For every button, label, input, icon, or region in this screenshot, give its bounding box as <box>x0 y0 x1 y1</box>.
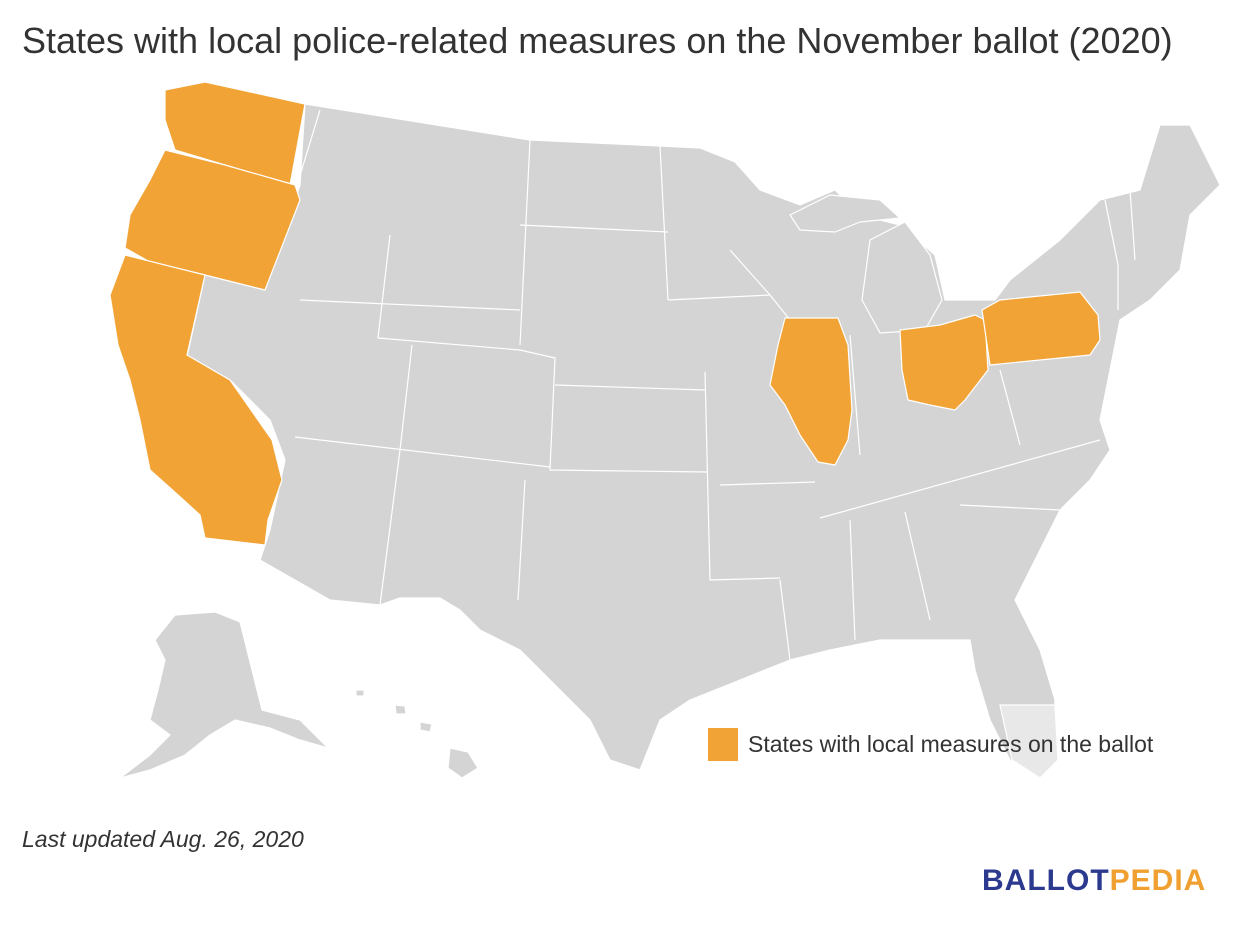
state-other <box>186 103 1221 776</box>
state-other <box>119 611 329 779</box>
state-borders <box>264 109 1136 661</box>
state-highlighted <box>109 254 283 546</box>
logo-part-ballot: BALLOT <box>982 864 1110 897</box>
legend-swatch <box>708 728 738 761</box>
map-legend: States with local measures on the ballot <box>708 728 1153 761</box>
legend-label: States with local measures on the ballot <box>748 731 1154 757</box>
us-map <box>109 81 1221 779</box>
last-updated-note: Last updated Aug. 26, 2020 <box>22 826 304 852</box>
state-highlighted <box>981 291 1101 366</box>
map-title: States with local police-related measure… <box>22 20 1173 61</box>
state-other <box>789 194 901 233</box>
state-other <box>447 747 479 779</box>
state-highlighted <box>899 314 989 411</box>
state-highlighted <box>769 317 853 466</box>
state-other <box>861 221 943 334</box>
ballotpedia-logo: BALLOTPEDIA <box>982 864 1206 898</box>
state-other <box>999 704 1059 779</box>
logo-part-pedia: PEDIA <box>1109 864 1207 897</box>
state-other <box>355 689 433 733</box>
